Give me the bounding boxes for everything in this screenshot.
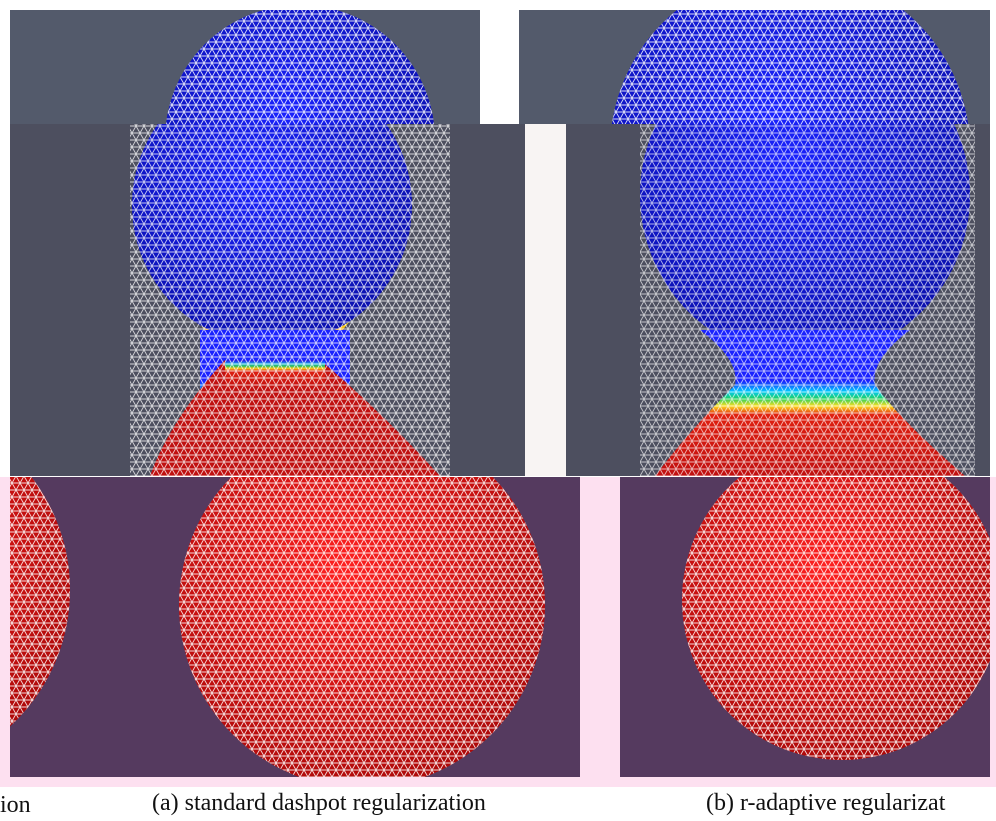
gap — [525, 124, 566, 476]
caption-b: (b) r-adaptive regularizat — [706, 790, 946, 816]
figure: ion (a) standard dashpot regularization … — [0, 0, 996, 821]
caption-fragment: ion — [0, 792, 31, 818]
page: ion (a) standard dashpot regularization … — [0, 0, 996, 821]
panel-bottom-right — [620, 440, 996, 777]
panel-middle-left — [10, 65, 525, 476]
caption-a: (a) standard dashpot regularization — [152, 790, 486, 816]
